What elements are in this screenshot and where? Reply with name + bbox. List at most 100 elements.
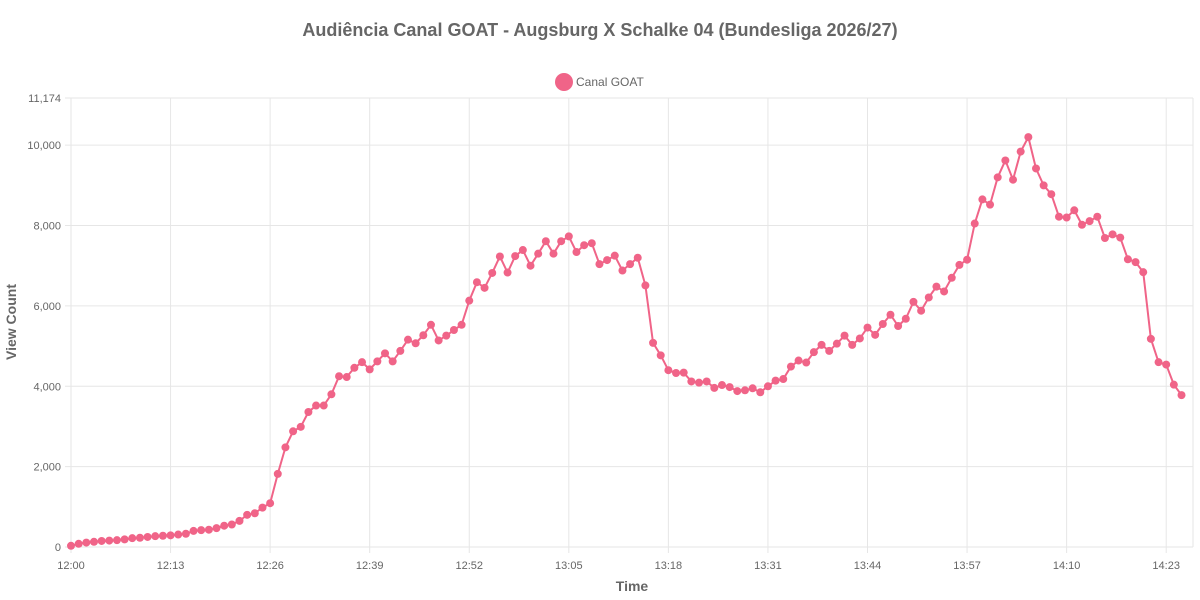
data-point[interactable]: [197, 526, 206, 535]
data-point[interactable]: [89, 537, 98, 546]
data-point[interactable]: [1093, 212, 1102, 221]
data-point[interactable]: [1039, 181, 1048, 190]
data-point[interactable]: [649, 338, 658, 347]
data-point[interactable]: [1062, 213, 1071, 222]
data-point[interactable]: [840, 331, 849, 340]
data-point[interactable]: [335, 372, 344, 381]
data-point[interactable]: [641, 281, 650, 290]
data-point[interactable]: [227, 520, 236, 529]
data-point[interactable]: [656, 351, 665, 360]
data-point[interactable]: [595, 260, 604, 269]
data-point[interactable]: [1123, 255, 1132, 264]
data-point[interactable]: [955, 260, 964, 269]
data-point[interactable]: [794, 356, 803, 365]
data-point[interactable]: [289, 427, 298, 436]
data-point[interactable]: [250, 509, 259, 518]
data-point[interactable]: [511, 252, 520, 261]
data-point[interactable]: [986, 200, 995, 209]
data-point[interactable]: [1131, 258, 1140, 267]
data-point[interactable]: [1016, 147, 1025, 156]
data-point[interactable]: [488, 268, 497, 277]
data-point[interactable]: [587, 239, 596, 248]
data-point[interactable]: [449, 326, 458, 335]
data-point[interactable]: [74, 539, 83, 548]
data-point[interactable]: [618, 266, 627, 275]
data-point[interactable]: [1077, 220, 1086, 229]
data-point[interactable]: [924, 293, 933, 302]
data-point[interactable]: [319, 401, 328, 410]
data-point[interactable]: [503, 268, 512, 277]
data-point[interactable]: [350, 363, 359, 372]
data-point[interactable]: [304, 407, 313, 416]
data-point[interactable]: [802, 358, 811, 367]
data-point[interactable]: [112, 536, 121, 545]
data-point[interactable]: [993, 173, 1002, 182]
data-point[interactable]: [1009, 175, 1018, 184]
data-point[interactable]: [189, 526, 198, 535]
data-point[interactable]: [365, 365, 374, 374]
data-point[interactable]: [204, 525, 213, 534]
data-point[interactable]: [917, 306, 926, 315]
data-point[interactable]: [181, 529, 190, 538]
data-point[interactable]: [702, 377, 711, 386]
data-point[interactable]: [312, 401, 321, 410]
data-point[interactable]: [273, 469, 282, 478]
data-point[interactable]: [771, 376, 780, 385]
data-point[interactable]: [281, 443, 290, 452]
data-point[interactable]: [825, 346, 834, 355]
data-point[interactable]: [1047, 190, 1056, 199]
data-point[interactable]: [1001, 156, 1010, 165]
data-point[interactable]: [947, 273, 956, 282]
data-point[interactable]: [120, 535, 129, 544]
data-point[interactable]: [373, 357, 382, 366]
data-point[interactable]: [748, 384, 757, 393]
data-point[interactable]: [626, 260, 635, 269]
data-point[interactable]: [740, 386, 749, 395]
data-point[interactable]: [82, 538, 91, 547]
data-point[interactable]: [342, 373, 351, 382]
data-point[interactable]: [664, 366, 673, 375]
data-point[interactable]: [1154, 358, 1163, 367]
data-point[interactable]: [465, 296, 474, 305]
data-point[interactable]: [97, 536, 106, 545]
data-point[interactable]: [143, 532, 152, 541]
data-point[interactable]: [725, 383, 734, 392]
data-point[interactable]: [396, 346, 405, 355]
data-point[interactable]: [1054, 212, 1063, 221]
data-point[interactable]: [832, 339, 841, 348]
data-point[interactable]: [480, 283, 489, 292]
data-point[interactable]: [434, 336, 443, 345]
data-point[interactable]: [786, 362, 795, 371]
data-point[interactable]: [495, 252, 504, 261]
data-point[interactable]: [212, 524, 221, 533]
data-point[interactable]: [1169, 380, 1178, 389]
data-point[interactable]: [327, 390, 336, 399]
data-point[interactable]: [809, 348, 818, 357]
data-point[interactable]: [1177, 391, 1186, 400]
data-point[interactable]: [296, 422, 305, 431]
data-point[interactable]: [710, 383, 719, 392]
data-point[interactable]: [1108, 230, 1117, 239]
data-point[interactable]: [886, 310, 895, 319]
data-point[interactable]: [235, 516, 244, 525]
data-point[interactable]: [388, 357, 397, 366]
data-point[interactable]: [151, 532, 160, 541]
data-point[interactable]: [878, 319, 887, 328]
data-point[interactable]: [1116, 233, 1125, 242]
data-point[interactable]: [610, 251, 619, 260]
data-point[interactable]: [403, 335, 412, 344]
data-point[interactable]: [1024, 133, 1033, 142]
data-point[interactable]: [901, 314, 910, 323]
data-point[interactable]: [411, 339, 420, 348]
data-point[interactable]: [848, 340, 857, 349]
legend[interactable]: Canal GOAT: [555, 73, 644, 91]
data-point[interactable]: [258, 503, 267, 512]
data-point[interactable]: [1100, 234, 1109, 242]
data-point[interactable]: [135, 533, 144, 542]
data-point[interactable]: [779, 375, 788, 384]
data-point[interactable]: [419, 331, 428, 340]
data-point[interactable]: [166, 531, 175, 540]
data-point[interactable]: [358, 358, 367, 367]
data-point[interactable]: [557, 237, 566, 246]
data-point[interactable]: [603, 256, 612, 265]
